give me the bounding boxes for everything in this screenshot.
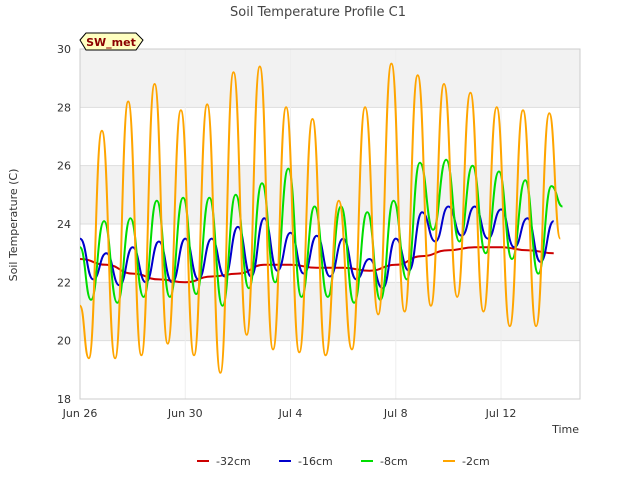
x-tick-label: Jul 4	[278, 407, 303, 420]
series-lines	[79, 62, 563, 374]
series-line-16cm	[79, 205, 555, 290]
station-badge-label: SW_met	[86, 36, 136, 49]
y-tick-label: 20	[57, 335, 71, 348]
station-badge: SW_met	[79, 32, 144, 51]
x-axis-ticks: Jun 26 Jun 30 Jul 4 Jul 8 Jul 12	[62, 407, 517, 420]
y-tick-label: 18	[57, 393, 71, 406]
x-tick-label: Jul 12	[485, 407, 517, 420]
y-tick-label: 24	[57, 218, 71, 231]
legend-label: -8cm	[380, 455, 408, 468]
background-band	[80, 49, 580, 108]
plot-area	[79, 48, 581, 400]
legend: -32cm -16cm -8cm -2cm	[197, 455, 490, 468]
y-tick-label: 30	[57, 43, 71, 56]
x-tick-label: Jul 8	[383, 407, 408, 420]
y-axis-ticks: 18 20 22 24 26 28 30	[57, 43, 71, 406]
series-line-2cm	[79, 62, 562, 374]
x-tick-label: Jun 30	[167, 407, 203, 420]
legend-label: -16cm	[298, 455, 333, 468]
legend-label: -32cm	[216, 455, 251, 468]
y-tick-label: 22	[57, 276, 71, 289]
legend-label: -2cm	[462, 455, 490, 468]
x-tick-label: Jun 26	[62, 407, 98, 420]
station-badge-shape	[79, 32, 144, 51]
background-bands	[80, 49, 580, 341]
y-tick-label: 28	[57, 101, 71, 114]
series-line-32cm	[79, 246, 554, 284]
x-axis-label: Time	[551, 423, 579, 436]
y-axis-label: Soil Temperature (C)	[7, 169, 20, 282]
chart-title: Soil Temperature Profile C1	[230, 5, 406, 20]
y-tick-label: 26	[57, 160, 71, 173]
plot-border	[79, 48, 581, 400]
